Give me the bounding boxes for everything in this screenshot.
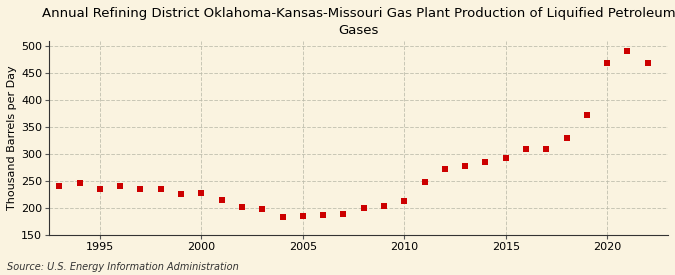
Text: Source: U.S. Energy Information Administration: Source: U.S. Energy Information Administ… bbox=[7, 262, 238, 272]
Title: Annual Refining District Oklahoma-Kansas-Missouri Gas Plant Production of Liquif: Annual Refining District Oklahoma-Kansas… bbox=[42, 7, 675, 37]
Y-axis label: Thousand Barrels per Day: Thousand Barrels per Day bbox=[7, 65, 17, 210]
